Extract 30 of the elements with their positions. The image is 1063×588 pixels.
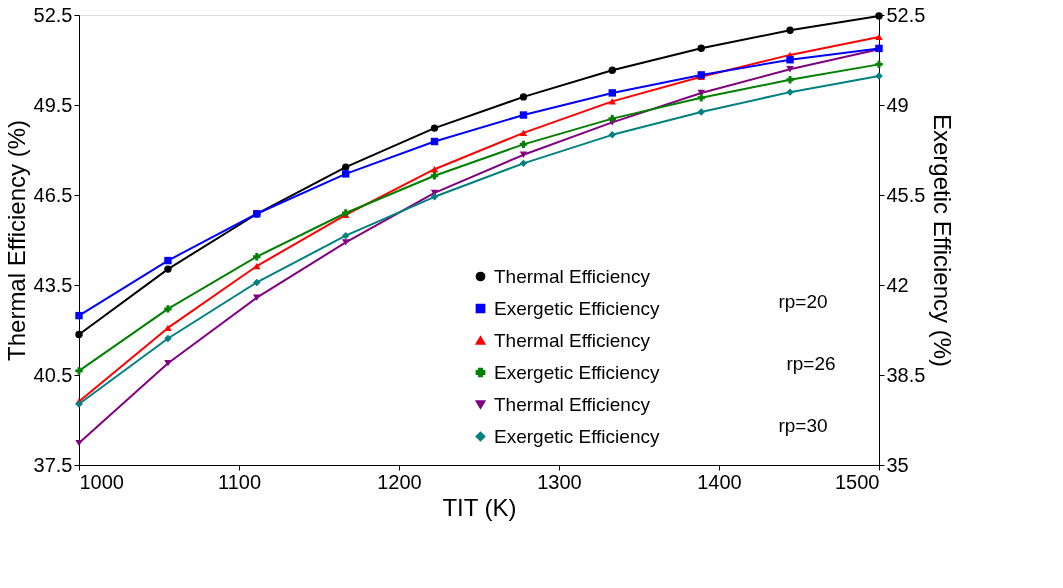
- x-tick-label: 1500: [835, 470, 880, 493]
- annotation: rp=30: [778, 415, 828, 436]
- x-tick-label: 1100: [217, 470, 262, 493]
- x-tick-label: 1400: [697, 470, 742, 493]
- legend-label: Thermal Efficiency: [494, 329, 651, 351]
- y2-tick-label: 38.5: [886, 363, 926, 386]
- y-tick-label: 43.5: [33, 273, 73, 296]
- y-tick-label: 49.5: [33, 93, 73, 116]
- legend-label: Exergetic Efficiency: [494, 361, 660, 383]
- y-tick-label: 37.5: [33, 453, 73, 476]
- x-axis-title: TIT (K): [442, 493, 517, 521]
- annotation: rp=26: [786, 353, 836, 374]
- y-axis-title: Thermal Efficiency (%): [2, 120, 30, 361]
- y2-tick-label: 52.5: [886, 3, 926, 26]
- y-tick-label: 52.5: [33, 3, 73, 26]
- y2-tick-label: 35: [886, 453, 909, 476]
- legend-label: Exergetic Efficiency: [494, 297, 660, 319]
- y-tick-label: 46.5: [33, 183, 73, 206]
- y2-tick-label: 45.5: [886, 183, 926, 206]
- y2-tick-label: 42: [886, 273, 909, 296]
- legend-label: Thermal Efficiency: [494, 393, 651, 415]
- x-tick-label: 1200: [377, 470, 422, 493]
- y-tick-label: 40.5: [33, 363, 73, 386]
- annotation: rp=20: [778, 291, 828, 312]
- legend-label: Exergetic Efficiency: [494, 425, 660, 447]
- y2-tick-label: 49: [886, 93, 909, 116]
- legend-label: Thermal Efficiency: [494, 265, 651, 287]
- x-tick-label: 1000: [79, 470, 124, 493]
- x-tick-label: 1300: [537, 470, 582, 493]
- y2-axis-title: Exergetic Efficiency (%): [929, 114, 957, 367]
